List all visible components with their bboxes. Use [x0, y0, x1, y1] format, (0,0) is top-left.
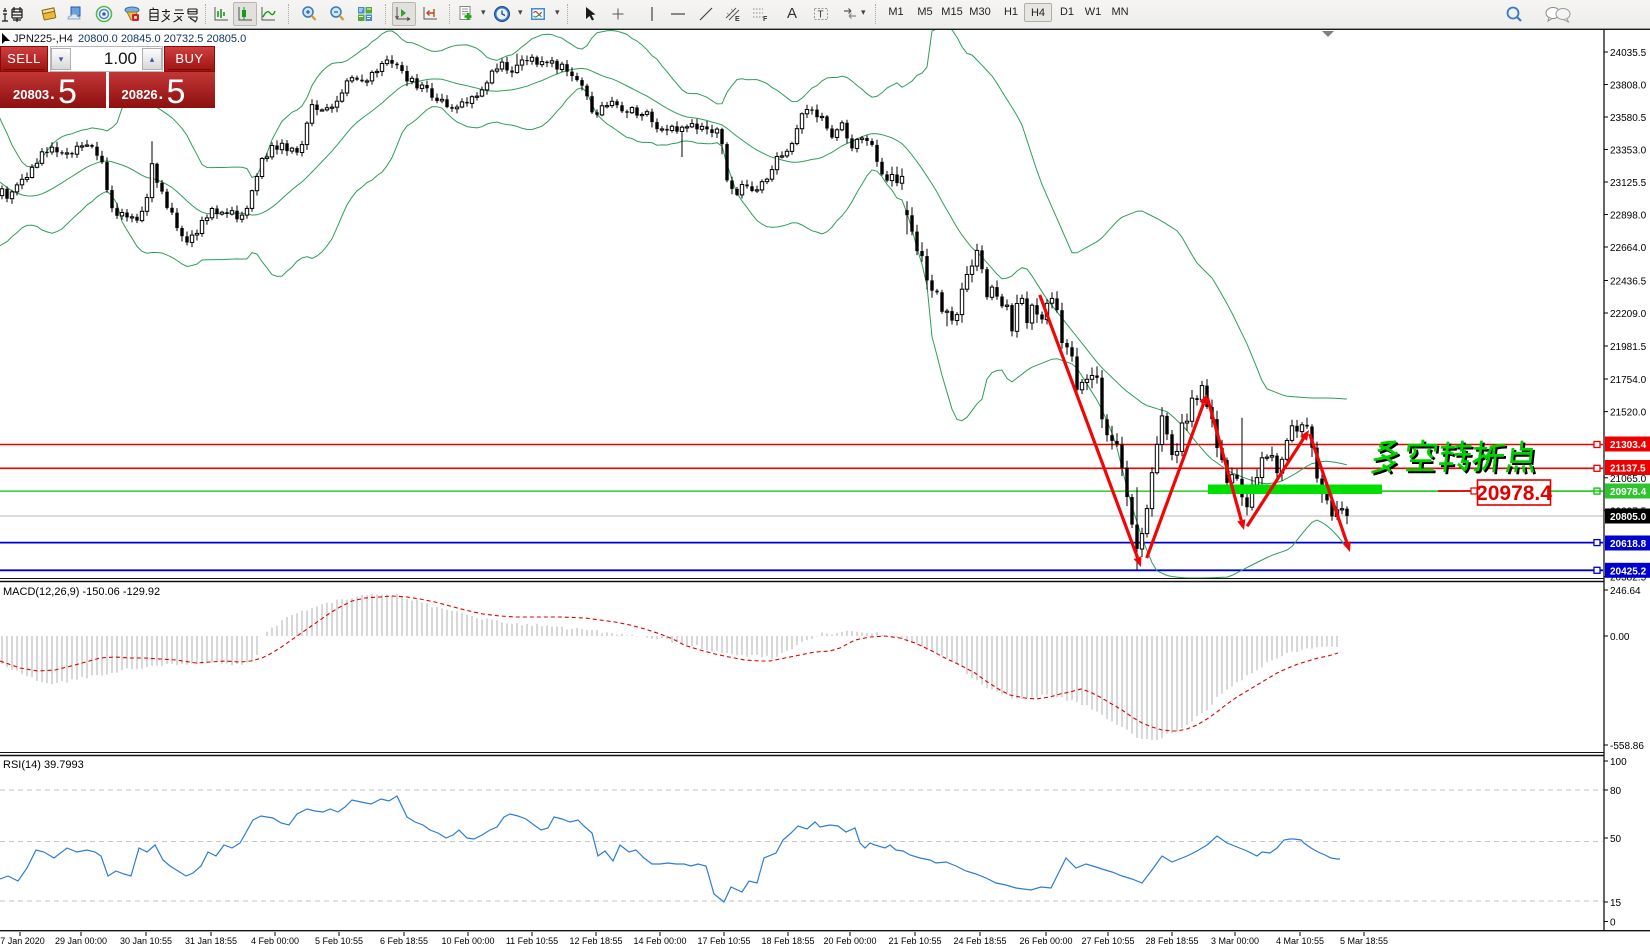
svg-text:20382.5: 20382.5: [1610, 573, 1647, 584]
svg-text:23353.0: 23353.0: [1610, 146, 1647, 157]
svg-text:31 Jan 18:55: 31 Jan 18:55: [185, 936, 237, 946]
svg-text:24035.5: 24035.5: [1610, 48, 1647, 59]
svg-text:18 Feb 18:55: 18 Feb 18:55: [761, 936, 814, 946]
svg-text:22898.0: 22898.0: [1610, 211, 1647, 222]
svg-text:23580.5: 23580.5: [1610, 113, 1647, 124]
svg-text:22436.5: 22436.5: [1610, 277, 1647, 288]
svg-text:29 Jan 00:00: 29 Jan 00:00: [55, 936, 107, 946]
svg-text:4 Feb 00:00: 4 Feb 00:00: [251, 936, 299, 946]
svg-text:21520.0: 21520.0: [1610, 408, 1647, 419]
svg-text:80: 80: [1610, 786, 1622, 797]
svg-text:21754.0: 21754.0: [1610, 375, 1647, 386]
svg-text:RSI(14) 39.7993: RSI(14) 39.7993: [3, 759, 84, 771]
svg-text:27 Feb 10:55: 27 Feb 10:55: [1081, 936, 1134, 946]
svg-text:27 Jan 2020: 27 Jan 2020: [0, 936, 45, 946]
svg-text:T: T: [818, 10, 824, 21]
svg-text:20978.4: 20978.4: [1610, 487, 1647, 498]
svg-text:5 Feb 10:55: 5 Feb 10:55: [315, 936, 363, 946]
svg-text:JPN225-,H4: JPN225-,H4: [13, 33, 73, 45]
svg-text:20978.4: 20978.4: [1476, 482, 1552, 505]
svg-text:15: 15: [1610, 898, 1622, 909]
svg-text:21 Feb 10:55: 21 Feb 10:55: [888, 936, 941, 946]
svg-text:4 Mar 10:55: 4 Mar 10:55: [1276, 936, 1324, 946]
svg-text:0.00: 0.00: [1610, 632, 1630, 643]
svg-text:50: 50: [1610, 834, 1622, 845]
svg-text:0: 0: [1610, 918, 1616, 929]
svg-text:30 Jan 10:55: 30 Jan 10:55: [120, 936, 172, 946]
svg-text:20805.0: 20805.0: [1610, 512, 1647, 523]
svg-text:26 Feb 00:00: 26 Feb 00:00: [1019, 936, 1072, 946]
svg-text:20800.0 20845.0 20732.5 20805.: 20800.0 20845.0 20732.5 20805.0: [78, 33, 246, 45]
svg-text:-558.86: -558.86: [1610, 741, 1644, 752]
svg-text:14 Feb 00:00: 14 Feb 00:00: [633, 936, 686, 946]
svg-text:21137.5: 21137.5: [1610, 464, 1646, 475]
svg-text:MACD(12,26,9) -150.06 -129.92: MACD(12,26,9) -150.06 -129.92: [3, 586, 160, 598]
svg-text:20618.8: 20618.8: [1610, 539, 1647, 550]
svg-text:20 Feb 00:00: 20 Feb 00:00: [823, 936, 876, 946]
svg-text:F: F: [763, 16, 768, 23]
svg-text:23808.0: 23808.0: [1610, 81, 1647, 92]
svg-text:22664.0: 22664.0: [1610, 243, 1647, 254]
svg-text:E: E: [735, 16, 740, 23]
svg-text:100: 100: [1610, 757, 1627, 768]
svg-text:23125.5: 23125.5: [1610, 178, 1647, 189]
svg-text:21981.5: 21981.5: [1610, 342, 1647, 353]
svg-text:28 Feb 18:55: 28 Feb 18:55: [1145, 936, 1198, 946]
svg-text:6 Feb 18:55: 6 Feb 18:55: [380, 936, 428, 946]
svg-text:3 Mar 00:00: 3 Mar 00:00: [1211, 936, 1259, 946]
svg-text:21065.0: 21065.0: [1610, 474, 1647, 485]
svg-text:17 Feb 10:55: 17 Feb 10:55: [697, 936, 750, 946]
svg-text:5 Mar 18:55: 5 Mar 18:55: [1340, 936, 1388, 946]
svg-text:12 Feb 18:55: 12 Feb 18:55: [569, 936, 622, 946]
svg-text:21303.4: 21303.4: [1610, 440, 1647, 451]
svg-text:246.64: 246.64: [1610, 586, 1641, 597]
svg-text:24 Feb 18:55: 24 Feb 18:55: [953, 936, 1006, 946]
svg-text:10 Feb 00:00: 10 Feb 00:00: [441, 936, 494, 946]
svg-text:11 Feb 10:55: 11 Feb 10:55: [506, 936, 558, 946]
svg-text:22209.0: 22209.0: [1610, 309, 1647, 320]
svg-text:20425.2: 20425.2: [1610, 566, 1647, 577]
